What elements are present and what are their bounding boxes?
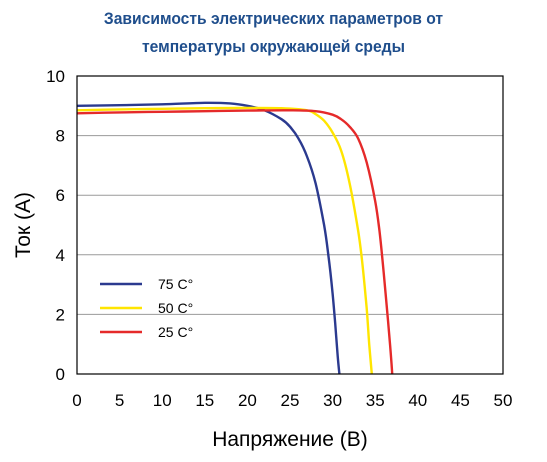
x-tick-label-0: 0: [72, 391, 81, 410]
legend-label-1: 50 C°: [158, 300, 193, 316]
x-tick-labels: 0 5 10 15 20 25 30 35 40 45 50: [72, 391, 512, 410]
legend-label-0: 75 C°: [158, 276, 193, 292]
series-line-1: [76, 106, 373, 375]
series-line-0: [76, 101, 341, 375]
y-tick-label-10: 10: [46, 67, 65, 86]
x-tick-label-30: 30: [323, 391, 342, 410]
legend-label-2: 25 C°: [158, 324, 193, 340]
x-tick-label-35: 35: [366, 391, 385, 410]
y-tick-label-8: 8: [56, 127, 65, 146]
y-tick-label-6: 6: [56, 186, 65, 205]
series-lines: [76, 101, 394, 375]
y-tick-label-2: 2: [56, 305, 65, 324]
y-tick-label-4: 4: [56, 246, 65, 265]
y-axis-label: Ток (А): [12, 192, 35, 258]
x-tick-label-15: 15: [195, 391, 214, 410]
series-line-2: [76, 109, 394, 375]
x-tick-label-25: 25: [281, 391, 300, 410]
grid-lines: [77, 135, 503, 315]
legend: 75 C° 50 C° 25 C°: [100, 276, 193, 340]
x-tick-label-50: 50: [494, 391, 513, 410]
x-tick-label-20: 20: [238, 391, 257, 410]
x-tick-label-5: 5: [115, 391, 124, 410]
x-tick-label-10: 10: [153, 391, 172, 410]
chart-title-line-1: Зависимость электрических параметров от: [103, 9, 444, 28]
x-tick-label-40: 40: [408, 391, 427, 410]
plot-frame: [76, 75, 504, 375]
y-tick-label-0: 0: [56, 365, 65, 384]
x-axis-label: Напряжение (В): [212, 428, 368, 451]
chart-title-line-2: температуры окружающей среды: [142, 37, 405, 56]
y-tick-labels: 0 2 4 6 8 10: [46, 67, 65, 384]
x-tick-label-45: 45: [451, 391, 470, 410]
